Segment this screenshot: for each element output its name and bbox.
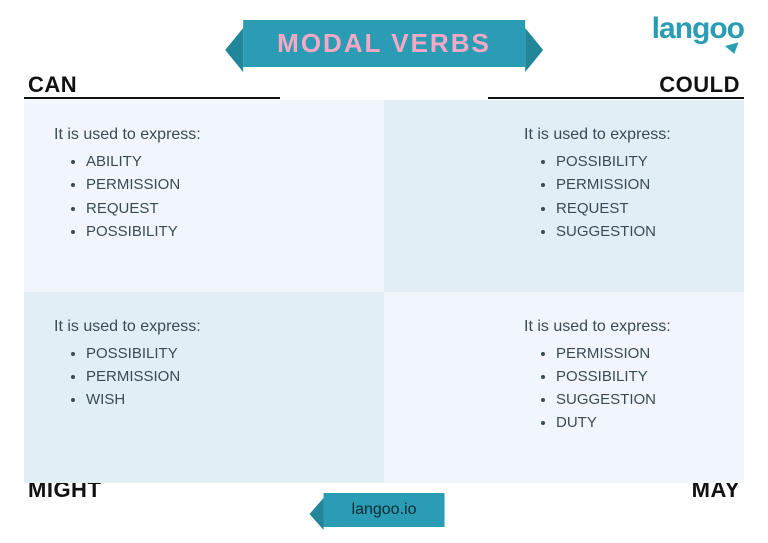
intro-could: It is used to express: [414,126,714,144]
list-can: ABILITYPERMISSIONREQUESTPOSSIBILITY [54,150,354,243]
list-may: PERMISSIONPOSSIBILITYSUGGESTIONDUTY [414,342,714,435]
list-item: SUGGESTION [556,388,714,411]
cell-might: It is used to express: POSSIBILITYPERMIS… [24,292,384,484]
list-item: POSSIBILITY [86,220,354,243]
title-text: MODAL VERBS [277,28,491,58]
title-ribbon: MODAL VERBS [243,20,525,67]
brand-logo: langoo [652,12,744,46]
heading-can: CAN [28,72,77,98]
rule-top-right [488,97,744,99]
list-item: POSSIBILITY [86,342,354,365]
list-item: REQUEST [556,197,714,220]
rule-top-left [24,97,280,99]
list-item: WISH [86,388,354,411]
quadrant-grid: It is used to express: ABILITYPERMISSION… [24,100,744,483]
list-item: PERMISSION [86,365,354,388]
brand-part2: oo [709,12,744,45]
intro-can: It is used to express: [54,126,354,144]
list-item: ABILITY [86,150,354,173]
list-could: POSSIBILITYPERMISSIONREQUESTSUGGESTION [414,150,714,243]
list-item: SUGGESTION [556,220,714,243]
brand-speech-tail-icon [725,42,741,55]
list-item: PERMISSION [556,342,714,365]
cell-could: It is used to express: POSSIBILITYPERMIS… [384,100,744,292]
cell-can: It is used to express: ABILITYPERMISSION… [24,100,384,292]
intro-might: It is used to express: [54,318,354,336]
intro-may: It is used to express: [414,318,714,336]
list-item: POSSIBILITY [556,365,714,388]
brand-part1: lang [652,12,710,45]
list-might: POSSIBILITYPERMISSIONWISH [54,342,354,412]
list-item: DUTY [556,411,714,434]
list-item: REQUEST [86,197,354,220]
heading-could: COULD [659,72,740,98]
footer-text: langoo.io [352,501,417,518]
list-item: PERMISSION [556,173,714,196]
list-item: POSSIBILITY [556,150,714,173]
footer-ribbon: langoo.io [324,493,445,527]
cell-may: It is used to express: PERMISSIONPOSSIBI… [384,292,744,484]
list-item: PERMISSION [86,173,354,196]
